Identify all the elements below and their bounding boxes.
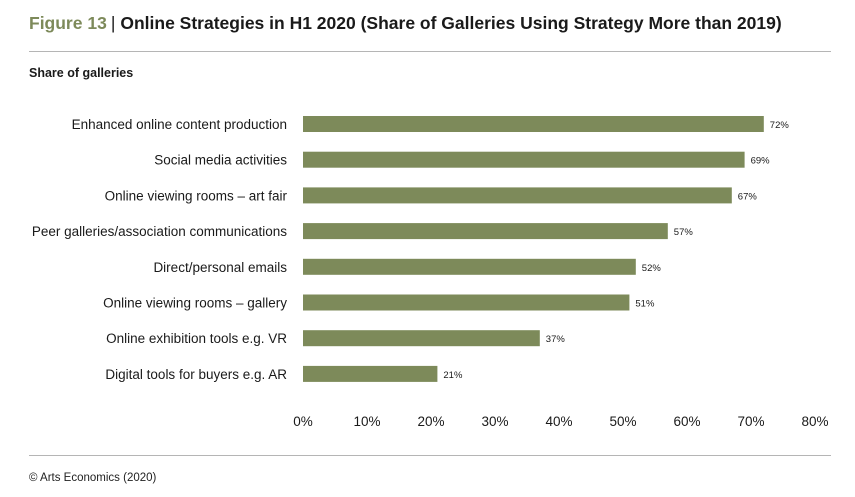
chart-title: Online Strategies in H1 2020 (Share of G… — [120, 12, 782, 33]
x-tick-label: 0% — [293, 414, 313, 429]
header-separator: | — [110, 12, 116, 33]
category-label: Social media activities — [154, 153, 287, 168]
x-tick-label: 70% — [737, 414, 764, 429]
x-tick-label: 80% — [801, 414, 828, 429]
bar — [303, 365, 438, 382]
category-label: Online exhibition tools e.g. VR — [106, 331, 287, 346]
value-label: 69% — [751, 156, 771, 167]
top-divider — [29, 51, 831, 52]
bar — [303, 330, 540, 347]
bar — [303, 151, 745, 168]
bar — [303, 258, 636, 275]
value-label: 67% — [738, 191, 758, 202]
value-label: 57% — [674, 227, 694, 238]
value-label: 21% — [443, 370, 463, 381]
x-tick-label: 10% — [353, 414, 380, 429]
x-tick-label: 60% — [673, 414, 700, 429]
x-tick-label: 50% — [609, 414, 636, 429]
figure-header: Figure 13 | Online Strategies in H1 2020… — [29, 10, 782, 36]
chart-subtitle: Share of galleries — [29, 66, 134, 80]
category-label: Direct/personal emails — [153, 260, 287, 275]
bar — [303, 116, 764, 132]
value-label: 52% — [642, 263, 662, 274]
category-label: Enhanced online content production — [72, 117, 287, 132]
bar — [303, 187, 732, 204]
value-label: 72% — [770, 120, 790, 131]
category-label: Online viewing rooms – gallery — [103, 296, 287, 311]
bar — [303, 294, 630, 311]
value-label: 37% — [546, 334, 566, 345]
bottom-divider — [29, 455, 831, 456]
bar — [303, 223, 668, 240]
x-tick-label: 40% — [545, 414, 572, 429]
x-tick-label: 20% — [417, 414, 444, 429]
value-label: 51% — [635, 299, 655, 310]
source-credit: © Arts Economics (2020) — [29, 472, 157, 484]
figure-number: Figure 13 — [29, 12, 107, 33]
x-tick-label: 30% — [481, 414, 508, 429]
category-label: Online viewing rooms – art fair — [105, 188, 288, 203]
category-label: Peer galleries/association communication… — [32, 224, 287, 239]
category-label: Digital tools for buyers e.g. AR — [105, 367, 287, 382]
